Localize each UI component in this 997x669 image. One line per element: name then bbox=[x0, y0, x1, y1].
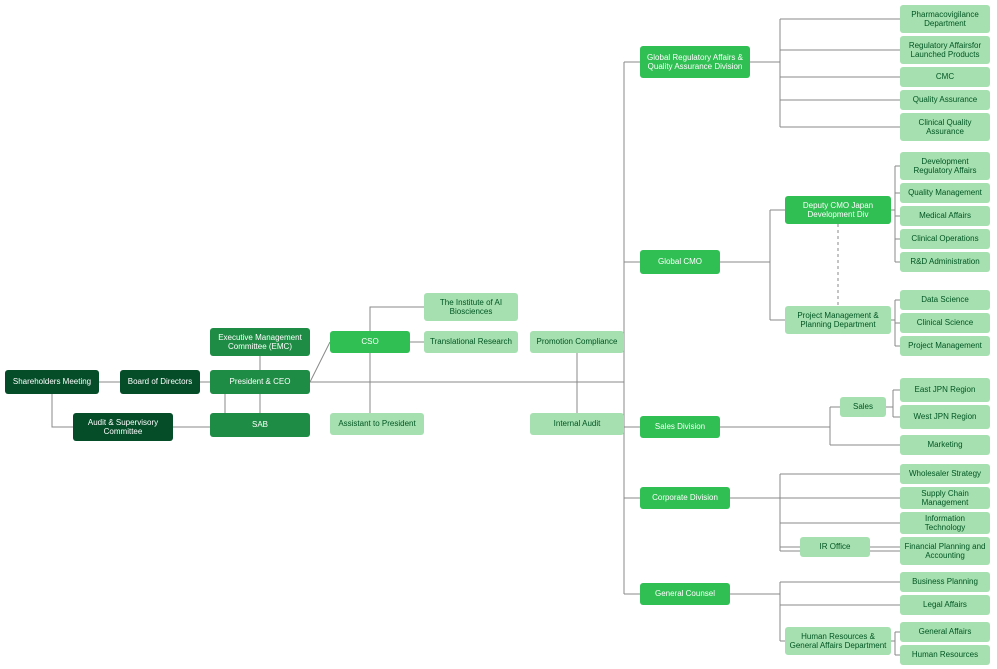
org-chart: Shareholders Meeting Board of Directors Au… bbox=[0, 0, 997, 669]
node-ds: Data Science bbox=[900, 290, 990, 310]
node-gcmo: Global CMO bbox=[640, 250, 720, 274]
node-iab: The Institute of AI Biosciences bbox=[424, 293, 518, 321]
node-ia: Internal Audit bbox=[530, 413, 624, 435]
node-hr: Human Resources bbox=[900, 645, 990, 665]
node-asc: Audit & Supervisory Committee bbox=[73, 413, 173, 441]
node-scm: Supply Chain Management bbox=[900, 487, 990, 509]
node-atp: Assistant to President bbox=[330, 413, 424, 435]
node-east: East JPN Region bbox=[900, 378, 990, 402]
node-cso: CSO bbox=[330, 331, 410, 353]
node-ceo: President & CEO bbox=[210, 370, 310, 394]
node-west: West JPN Region bbox=[900, 405, 990, 429]
node-bod: Board of Directors bbox=[120, 370, 200, 394]
node-cs: Clinical Science bbox=[900, 313, 990, 333]
node-ma: Medical Affairs bbox=[900, 206, 990, 226]
node-tr: Translational Research bbox=[424, 331, 518, 353]
node-it: Information Technology bbox=[900, 512, 990, 534]
node-cqa: Clinical Quality Assurance bbox=[900, 113, 990, 141]
node-dra: Development Regulatory Affairs bbox=[900, 152, 990, 180]
node-pm: Project Management bbox=[900, 336, 990, 356]
node-pmpd: Project Management & Planning Department bbox=[785, 306, 891, 334]
node-ralp: Regulatory Affairsfor Launched Products bbox=[900, 36, 990, 64]
node-pc: Promotion Compliance bbox=[530, 331, 624, 353]
node-sab: SAB bbox=[210, 413, 310, 437]
node-shm: Shareholders Meeting bbox=[5, 370, 99, 394]
node-ga: General Affairs bbox=[900, 622, 990, 642]
node-sales: Sales Division bbox=[640, 416, 720, 438]
node-cmc: CMC bbox=[900, 67, 990, 87]
node-ws: Wholesaler Strategy bbox=[900, 464, 990, 484]
node-fpa: Financial Planning and Accounting bbox=[900, 537, 990, 565]
node-la: Legal Affairs bbox=[900, 595, 990, 615]
node-emc: Executive Management Committee (EMC) bbox=[210, 328, 310, 356]
node-gc: General Counsel bbox=[640, 583, 730, 605]
node-bp: Business Planning bbox=[900, 572, 990, 592]
node-corp: Corporate Division bbox=[640, 487, 730, 509]
node-ir: IR Office bbox=[800, 537, 870, 557]
node-mkt: Marketing bbox=[900, 435, 990, 455]
node-qa: Quality Assurance bbox=[900, 90, 990, 110]
node-dcmo: Deputy CMO Japan Development Div bbox=[785, 196, 891, 224]
node-gra: Global Regulatory Affairs & Quality Assu… bbox=[640, 46, 750, 78]
node-pv: Pharmacovigilance Department bbox=[900, 5, 990, 33]
node-co: Clinical Operations bbox=[900, 229, 990, 249]
node-rda: R&D Administration bbox=[900, 252, 990, 272]
node-hrga: Human Resources & General Affairs Depart… bbox=[785, 627, 891, 655]
node-qm: Quality Management bbox=[900, 183, 990, 203]
node-salesgrp: Sales bbox=[840, 397, 886, 417]
